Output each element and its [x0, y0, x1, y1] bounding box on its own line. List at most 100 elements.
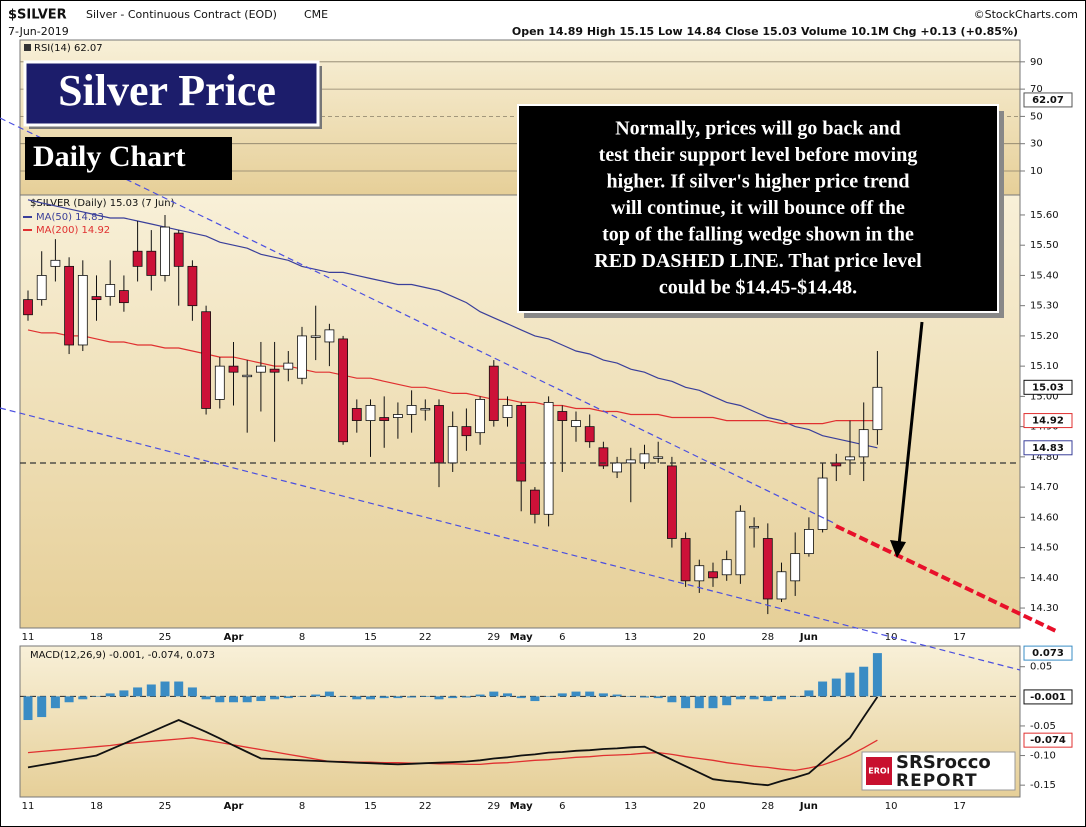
histogram-bar	[571, 691, 581, 697]
y-tick-label: 30	[1030, 139, 1043, 150]
histogram-bar	[503, 693, 512, 697]
wedge-lower	[0, 407, 1021, 671]
candle-body	[379, 417, 390, 421]
histogram-bar	[681, 696, 691, 709]
histogram-bar	[859, 666, 869, 697]
histogram-bar	[777, 696, 786, 700]
note-line: will continue, it will bounce off the	[611, 197, 905, 219]
candle-body	[762, 538, 773, 600]
signal-line	[27, 737, 878, 772]
histogram-bar	[407, 696, 417, 698]
candle-body	[872, 386, 883, 431]
candle-body	[461, 426, 472, 437]
y-tick-label: 14.60	[1030, 512, 1059, 523]
histogram-bar	[640, 696, 649, 698]
legend-entry: MA(200) 14.92	[36, 225, 110, 236]
y-tick-label: 10	[1030, 166, 1043, 177]
histogram-bar	[215, 696, 225, 703]
value-label: 14.92	[1032, 416, 1064, 427]
candle-body	[119, 290, 129, 304]
title-box	[23, 60, 320, 127]
candle-body	[475, 399, 486, 434]
candle-body	[543, 402, 554, 515]
y-tick-label: 70	[1030, 84, 1043, 95]
candle-body	[831, 462, 842, 467]
candle-body	[64, 265, 74, 346]
arrow	[897, 321, 924, 546]
note-box	[517, 104, 999, 313]
histogram-bar	[50, 696, 60, 709]
x-tick-label: 28	[761, 632, 774, 643]
x-tick-label: 20	[693, 632, 706, 643]
candle-body	[173, 232, 184, 267]
x-tick-label: 15	[364, 801, 377, 812]
y-tick-label: 14.70	[1030, 482, 1059, 493]
annotations: Silver Price Daily Chart Normally, price…	[0, 60, 1059, 791]
candle-body	[667, 465, 677, 539]
histogram-bar	[461, 696, 471, 698]
histogram-bar	[872, 653, 882, 697]
histogram-bar	[201, 696, 211, 700]
candle-body	[310, 335, 321, 338]
candle-body	[653, 456, 664, 459]
histogram-bar	[366, 696, 375, 700]
y-tick-label: 15.00	[1030, 391, 1059, 402]
candle-body	[36, 275, 47, 301]
candle-body	[516, 405, 527, 482]
legend-swatch	[24, 44, 31, 51]
exchange: CME	[304, 8, 328, 21]
quote: Open 14.89 High 15.15 Low 14.84 Close 15…	[512, 25, 1018, 38]
histogram-bar	[667, 696, 677, 703]
candle-body	[351, 408, 362, 421]
y-tick-label: 15.20	[1030, 331, 1059, 342]
candle-body	[420, 408, 431, 411]
x-tick-label: Apr	[224, 801, 244, 812]
x-tick-label: 11	[22, 801, 35, 812]
candle-body	[201, 311, 212, 409]
histogram-bar	[818, 681, 828, 697]
candle-body	[694, 565, 705, 582]
candle-body	[77, 275, 88, 346]
value-label: 0.073	[1032, 648, 1064, 659]
candle-body	[447, 426, 458, 464]
histogram-bar	[311, 694, 321, 697]
value-box	[1023, 732, 1073, 748]
macd-title: MACD(12,26,9) -0.001, -0.074, 0.073	[30, 650, 215, 661]
x-tick-label: 8	[299, 801, 305, 812]
candle-body	[132, 250, 143, 267]
histogram-bar	[393, 696, 403, 699]
contract: Silver - Continuous Contract (EOD)	[86, 8, 277, 21]
histogram-bar	[790, 696, 800, 697]
x-tick-label: 28	[761, 801, 774, 812]
candle-body	[297, 335, 307, 379]
arrow-head	[890, 540, 906, 558]
candle-body	[488, 365, 499, 421]
candle-body	[434, 405, 444, 464]
logo-tag: REPORT	[896, 771, 978, 791]
y-tick-label: -0.10	[1030, 751, 1056, 762]
candle-body	[639, 453, 650, 464]
symbol: $SILVER	[8, 8, 67, 23]
histogram-bar	[763, 696, 773, 702]
candle-body	[721, 559, 732, 576]
rsi-title: RSI(14) 62.07	[34, 43, 103, 54]
logo-badge	[866, 757, 892, 785]
y-tick-label: 15.50	[1030, 240, 1059, 251]
candle-body	[242, 374, 253, 378]
histogram-bar	[489, 691, 499, 697]
x-tick-label: 20	[693, 801, 706, 812]
price-legend: $SILVER (Daily) 15.03 (7 Jun)	[30, 198, 175, 209]
candle-body	[269, 368, 280, 373]
x-tick-label: Jun	[799, 632, 818, 643]
histogram-bar	[242, 696, 252, 703]
candle-body	[392, 414, 403, 418]
value-box	[1023, 689, 1073, 705]
x-tick-label: 25	[159, 632, 172, 643]
histogram-bar	[23, 696, 33, 721]
value-box	[1023, 379, 1073, 395]
histogram-bar	[160, 681, 170, 697]
x-tick-label: 22	[419, 632, 432, 643]
y-tick-label: 90	[1030, 57, 1043, 68]
candle-body	[214, 365, 225, 400]
note-line: top of the falling wedge shown in the	[602, 224, 914, 246]
